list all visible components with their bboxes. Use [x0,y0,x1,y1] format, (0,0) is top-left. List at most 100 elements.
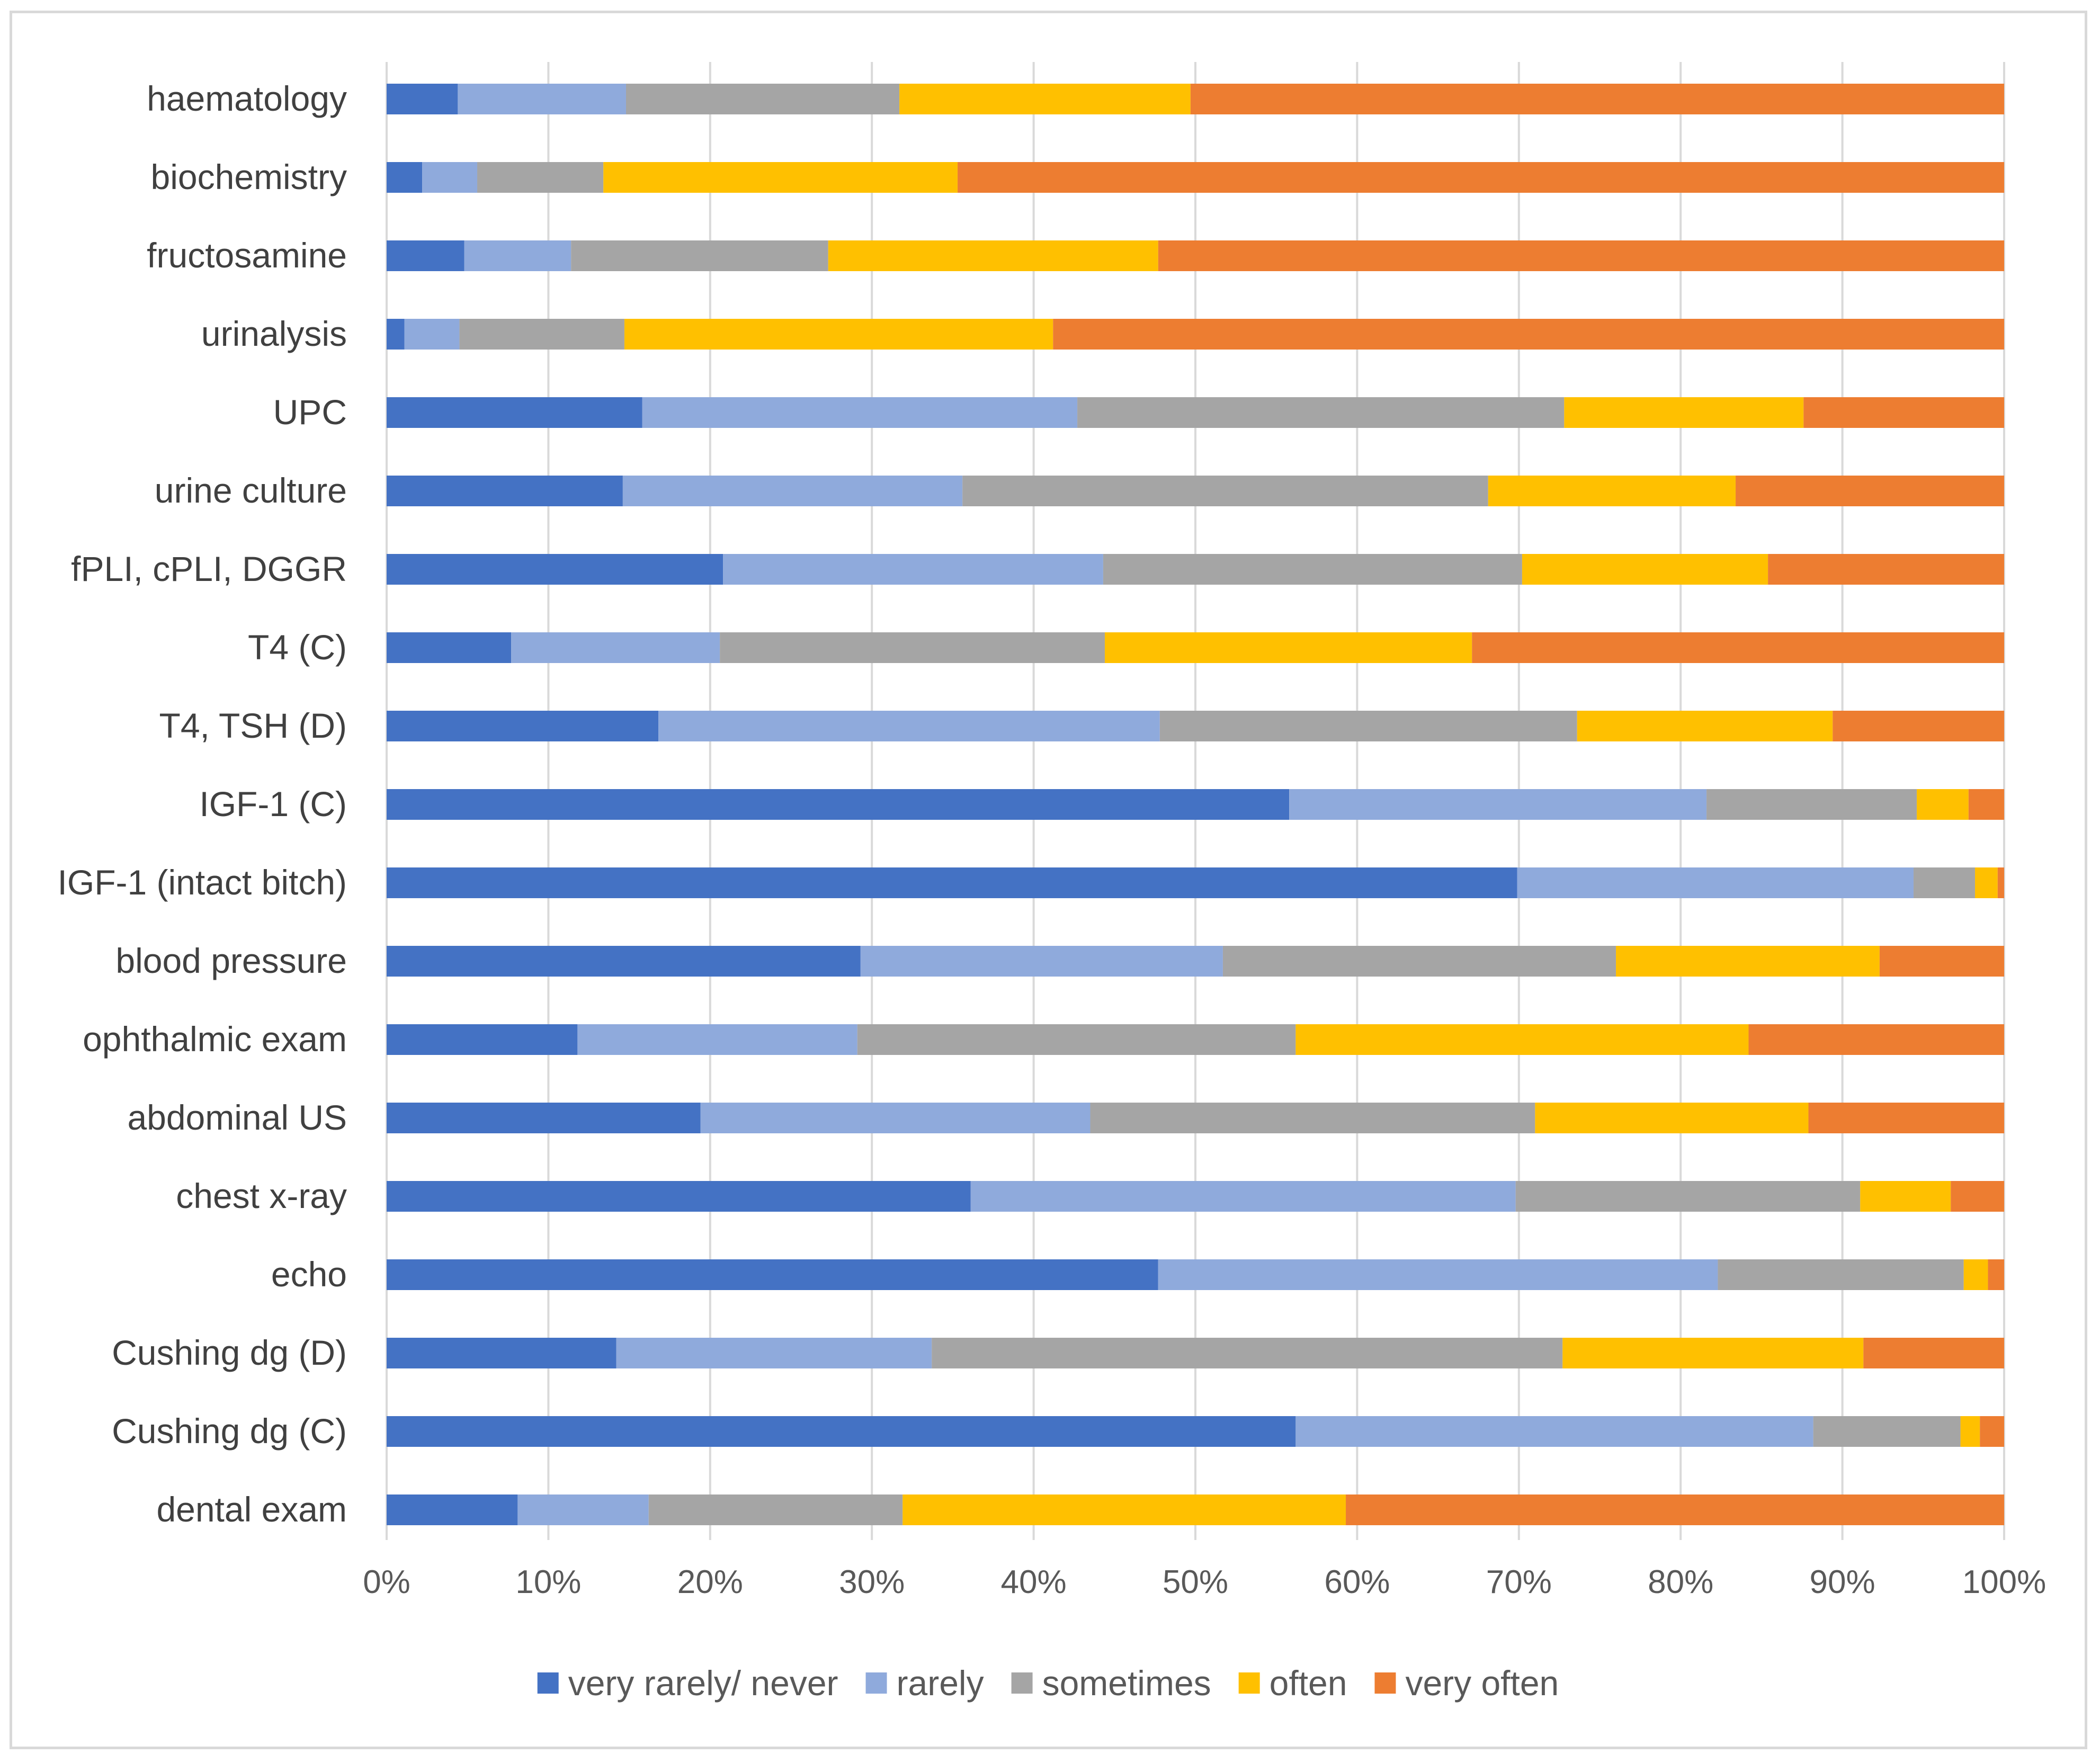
bar-segment-18-4 [1346,1494,2004,1525]
bar-segment-11-0 [387,946,861,977]
category-label-1: biochemistry [151,157,347,196]
bar-segment-5-2 [962,476,1488,506]
category-label-7: T4 (C) [248,628,347,667]
bar-segments [387,84,2004,1525]
bar-segment-0-0 [387,84,458,114]
bar-segment-10-1 [1517,867,1914,898]
bar-segment-2-2 [571,240,828,271]
bar-segment-9-2 [1706,789,1917,820]
bar-segment-8-3 [1577,711,1833,741]
bar-segment-18-2 [648,1494,903,1525]
bar-segment-11-4 [1879,946,2004,977]
bar-segment-1-1 [422,162,478,193]
bar-segment-9-1 [1289,789,1707,820]
bar-segment-13-2 [1090,1103,1535,1133]
x-tick-label-2: 20% [677,1564,743,1600]
bar-segment-8-1 [658,711,1160,741]
bar-segment-11-1 [860,946,1223,977]
legend-swatch-1 [865,1672,887,1694]
bar-segment-18-3 [902,1494,1346,1525]
bar-segment-13-3 [1535,1103,1809,1133]
bar-segment-1-4 [958,162,2004,193]
bar-segment-15-1 [1158,1259,1718,1290]
bar-segment-4-0 [387,397,642,428]
legend-swatch-0 [537,1672,559,1694]
bar-segment-5-0 [387,476,623,506]
bar-segment-10-0 [387,867,1517,898]
bar-segment-7-3 [1104,632,1472,663]
category-label-11: blood pressure [115,941,347,980]
bar-segment-5-1 [622,476,963,506]
legend-swatch-2 [1011,1672,1033,1694]
bar-segment-18-1 [517,1494,649,1525]
chart-frame: haematology biochemistry fructosamine urina… [10,11,2087,1749]
bar-segment-3-2 [459,319,624,350]
category-label-6: fPLI, cPLI, DGGR [71,549,347,588]
bar-segment-17-4 [1980,1416,2004,1447]
x-tick-label-5: 50% [1163,1564,1228,1600]
bar-segment-16-2 [932,1338,1563,1368]
bar-segment-16-4 [1863,1338,2004,1368]
bar-segment-16-0 [387,1338,616,1368]
category-label-5: urine culture [155,471,347,510]
bar-segment-3-3 [624,319,1053,350]
legend-label-3: often [1270,1663,1347,1703]
category-label-8: T4, TSH (D) [159,706,347,745]
bar-segment-18-0 [387,1494,518,1525]
bar-segment-2-4 [1158,240,2004,271]
bar-segment-8-4 [1833,711,2004,741]
x-tick-label-10: 100% [1962,1564,2047,1600]
bar-segment-5-3 [1488,476,1736,506]
category-label-9: IGF-1 (C) [199,784,347,824]
bar-segment-12-4 [1748,1024,2004,1055]
category-label-0: haematology [147,79,347,118]
x-tick-label-1: 10% [515,1564,581,1600]
bar-segment-12-2 [857,1024,1296,1055]
legend-label-4: very often [1405,1663,1559,1703]
bar-segment-11-2 [1222,946,1616,977]
bar-segment-7-4 [1472,632,2004,663]
category-labels: haematology biochemistry fructosamine urina… [58,79,347,1529]
x-tick-label-8: 80% [1648,1564,1713,1600]
bar-segment-15-0 [387,1259,1158,1290]
bar-segment-0-1 [458,84,626,114]
x-tick-label-7: 70% [1486,1564,1552,1600]
bar-segment-12-0 [387,1024,578,1055]
bar-segment-10-3 [1975,867,1998,898]
stacked-bar-chart: haematology biochemistry fructosamine urina… [58,62,2047,1703]
category-label-10: IGF-1 (intact bitch) [58,863,347,902]
bar-segment-8-2 [1159,711,1577,741]
bar-segment-1-3 [603,162,958,193]
bar-segment-1-2 [477,162,604,193]
bar-segment-14-4 [1951,1181,2004,1212]
category-label-12: ophthalmic exam [83,1019,347,1059]
bar-segment-4-1 [642,397,1078,428]
bar-segment-7-1 [511,632,720,663]
bar-segment-17-0 [387,1416,1296,1447]
bar-segment-9-0 [387,789,1290,820]
bar-segment-10-4 [1997,867,2004,898]
legend-label-0: very rarely/ never [568,1663,838,1703]
bar-segment-4-2 [1077,397,1565,428]
bar-segment-7-0 [387,632,512,663]
legend: very rarely/ never rarely sometimes often ve… [537,1663,1559,1703]
category-label-4: UPC [273,392,347,432]
bar-segment-12-1 [577,1024,857,1055]
bar-segment-13-4 [1808,1103,2004,1133]
bar-segment-0-4 [1190,84,2004,114]
bar-segment-2-0 [387,240,464,271]
bar-segment-15-4 [1988,1259,2004,1290]
bar-segment-13-1 [700,1103,1091,1133]
bar-segment-14-2 [1515,1181,1861,1212]
bar-segment-10-2 [1913,867,1976,898]
bar-segment-6-0 [387,554,723,585]
bar-segment-12-3 [1295,1024,1749,1055]
bar-segment-3-1 [404,319,460,350]
legend-swatch-4 [1374,1672,1396,1694]
bar-segment-5-4 [1736,476,2004,506]
bar-segment-17-2 [1813,1416,1961,1447]
x-tick-label-0: 0% [363,1564,410,1600]
bar-segment-15-3 [1963,1259,1988,1290]
bar-segment-6-2 [1103,554,1522,585]
bar-segment-6-1 [723,554,1103,585]
